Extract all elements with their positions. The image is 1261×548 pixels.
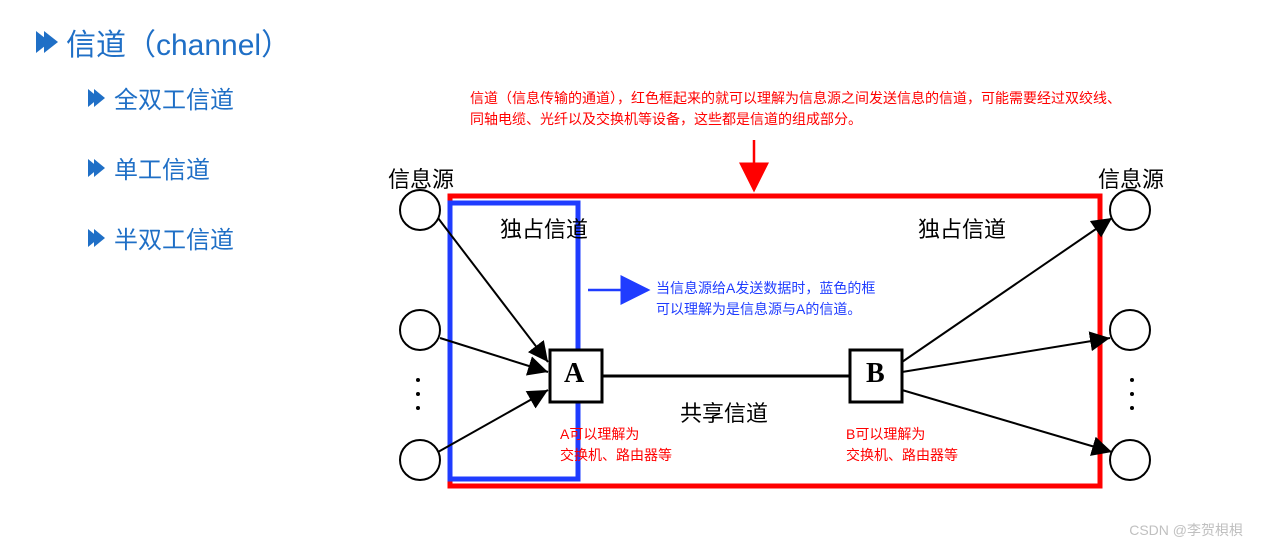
sub-heading-2: 半双工信道: [88, 220, 234, 255]
sub-heading-text: 半双工信道: [114, 220, 234, 255]
edge-left-a: [440, 338, 548, 372]
annotation-a-red: A可以理解为 交换机、路由器等: [560, 424, 672, 466]
sub-heading-1: 单工信道: [88, 150, 210, 185]
source-circle-left: [400, 190, 440, 230]
blue-box: [450, 203, 578, 479]
chevron-icon: [88, 228, 106, 248]
label-right-source: 信息源: [1098, 162, 1164, 194]
sub-heading-text: 单工信道: [114, 150, 210, 185]
source-circle-left: [400, 310, 440, 350]
dot: [1130, 392, 1134, 396]
node-a-label: A: [564, 358, 584, 390]
annotation-b-red: B可以理解为 交换机、路由器等: [846, 424, 958, 466]
source-circle-right: [1110, 440, 1150, 480]
label-shared: 共享信道: [680, 396, 768, 428]
chevron-icon: [88, 158, 106, 178]
source-circle-left: [400, 440, 440, 480]
chevron-icon: [36, 29, 58, 55]
edge-b-right: [902, 338, 1110, 372]
source-circle-right: [1110, 190, 1150, 230]
edge-left-a: [438, 390, 548, 452]
annotation-top-red: 信道（信息传输的通道），红色框起来的就可以理解为信息源之间发送信息的信道，可能需…: [470, 88, 1121, 130]
watermark: CSDN @李贺梖梖: [1129, 520, 1243, 540]
dot: [1130, 378, 1134, 382]
source-circle-right: [1110, 310, 1150, 350]
label-left-source: 信息源: [388, 162, 454, 194]
label-exclusive-right: 独占信道: [918, 212, 1006, 244]
dot: [416, 406, 420, 410]
sub-heading-text: 全双工信道: [114, 80, 234, 115]
sub-heading-0: 全双工信道: [88, 80, 234, 115]
node-b-label: B: [866, 358, 885, 390]
title-text: 信道（channel）: [66, 20, 291, 64]
dot: [1130, 406, 1134, 410]
annotation-blue: 当信息源给A发送数据时，蓝色的框 可以理解为是信息源与A的信道。: [656, 278, 875, 320]
chevron-icon: [88, 88, 106, 108]
title-heading: 信道（channel）: [36, 20, 291, 64]
dot: [416, 392, 420, 396]
label-exclusive-left: 独占信道: [500, 212, 588, 244]
dot: [416, 378, 420, 382]
